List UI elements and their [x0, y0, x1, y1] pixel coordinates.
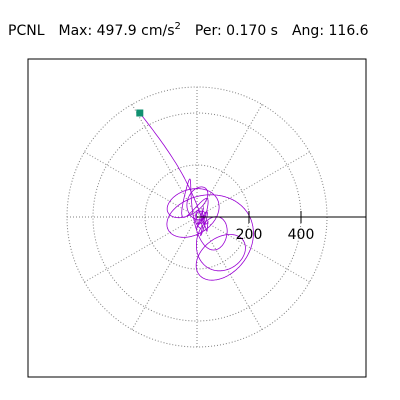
station-code: PCNL [8, 22, 45, 39]
grid-spoke [131, 216, 198, 330]
max-unit: cm/s [141, 22, 175, 39]
grid-spoke [131, 104, 198, 218]
grid-spoke [196, 216, 263, 330]
period-value: 0.170 s [226, 22, 278, 39]
grid-spoke [84, 151, 198, 218]
max-label: Max: [58, 22, 93, 39]
orbit-trace [139, 112, 254, 281]
peak-marker [136, 109, 144, 117]
grid-spoke [196, 151, 310, 218]
max-unit-exponent: 2 [174, 21, 181, 32]
grid-spoke [196, 216, 310, 283]
period-label: Per: [194, 22, 222, 39]
max-value: 497.9 [96, 22, 137, 39]
radial-tick-label: 200 [236, 227, 263, 243]
angle-value: 116.6 [328, 22, 369, 39]
grid-spoke [84, 216, 198, 283]
chart-header: PCNL Max: 497.9 cm/s2 Per: 0.170 s Ang: 116… [8, 18, 369, 40]
grid-spoke [196, 104, 263, 218]
radial-tick-label: 400 [288, 227, 315, 243]
angle-label: Ang: [291, 22, 325, 39]
